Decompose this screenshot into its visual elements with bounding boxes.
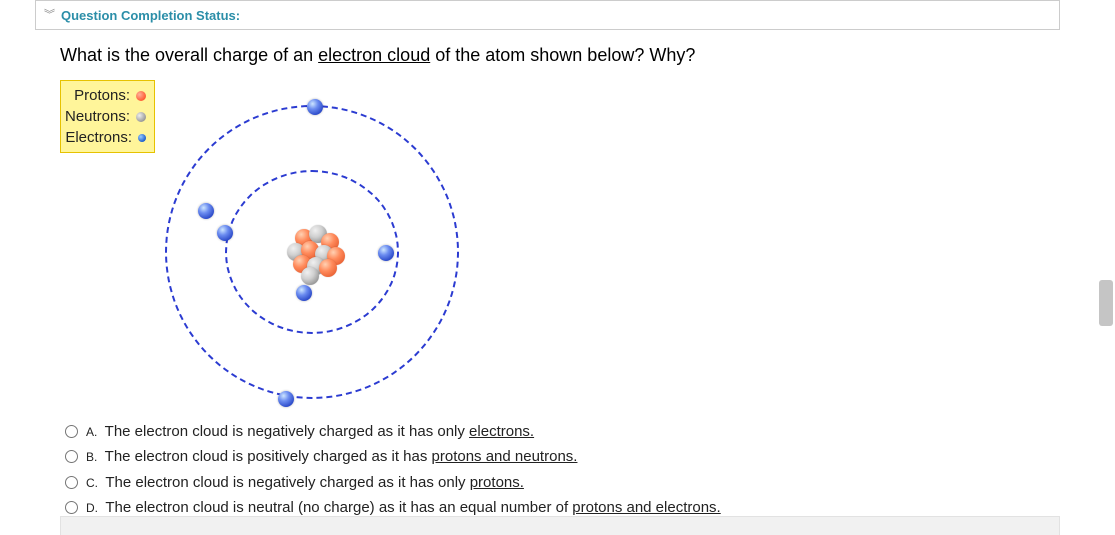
legend-box: Protons:Neutrons:Electrons:: [60, 80, 155, 153]
legend-row: Neutrons:: [65, 106, 146, 127]
answer-letter: D.: [86, 501, 101, 515]
answer-radio-A[interactable]: [65, 425, 78, 438]
answer-text: C. The electron cloud is negatively char…: [86, 471, 524, 494]
answer-list: A. The electron cloud is negatively char…: [60, 420, 721, 521]
neutron-icon: [301, 267, 319, 285]
proton-icon: [319, 259, 337, 277]
legend-row: Electrons:: [65, 127, 146, 148]
answer-underlined: protons.: [470, 474, 524, 491]
legend-label: Protons:: [74, 85, 130, 106]
electron-icon: [307, 99, 323, 115]
electron-icon: [278, 391, 294, 407]
electron-icon: [198, 203, 214, 219]
answer-row: C. The electron cloud is negatively char…: [60, 471, 721, 494]
answer-letter: B.: [86, 450, 101, 464]
question-area: What is the overall charge of an electro…: [60, 45, 1060, 74]
answer-underlined: protons and neutrons.: [432, 448, 578, 465]
question-underlined: electron cloud: [318, 45, 430, 65]
answer-radio-B[interactable]: [65, 450, 78, 463]
answer-text: A. The electron cloud is negatively char…: [86, 420, 534, 443]
answer-letter: A.: [86, 425, 101, 439]
answer-radio-D[interactable]: [65, 501, 78, 514]
footer-bar: [60, 516, 1060, 535]
electron-icon: [217, 225, 233, 241]
electron-icon: [296, 285, 312, 301]
answer-text: B. The electron cloud is positively char…: [86, 445, 577, 468]
legend-row: Protons:: [65, 85, 146, 106]
electron-icon: [378, 245, 394, 261]
question-post: of the atom shown below? Why?: [430, 45, 695, 65]
question-text: What is the overall charge of an electro…: [60, 45, 1060, 66]
answer-underlined: electrons.: [469, 423, 534, 440]
electron-icon: [138, 134, 146, 142]
answer-letter: C.: [86, 476, 101, 490]
legend-label: Neutrons:: [65, 106, 130, 127]
legend-label: Electrons:: [65, 127, 132, 148]
neutron-icon: [136, 112, 146, 122]
answer-row: A. The electron cloud is negatively char…: [60, 420, 721, 443]
scroll-thumb[interactable]: [1099, 280, 1113, 326]
answer-radio-C[interactable]: [65, 476, 78, 489]
atom-diagram: [165, 95, 475, 415]
answer-row: B. The electron cloud is positively char…: [60, 445, 721, 468]
status-bar: ︾ Question Completion Status:: [35, 0, 1060, 30]
proton-icon: [136, 91, 146, 101]
answer-underlined: protons and electrons.: [572, 499, 720, 516]
question-pre: What is the overall charge of an: [60, 45, 318, 65]
status-label: Question Completion Status:: [61, 8, 240, 23]
chevron-down-icon[interactable]: ︾: [44, 10, 55, 21]
